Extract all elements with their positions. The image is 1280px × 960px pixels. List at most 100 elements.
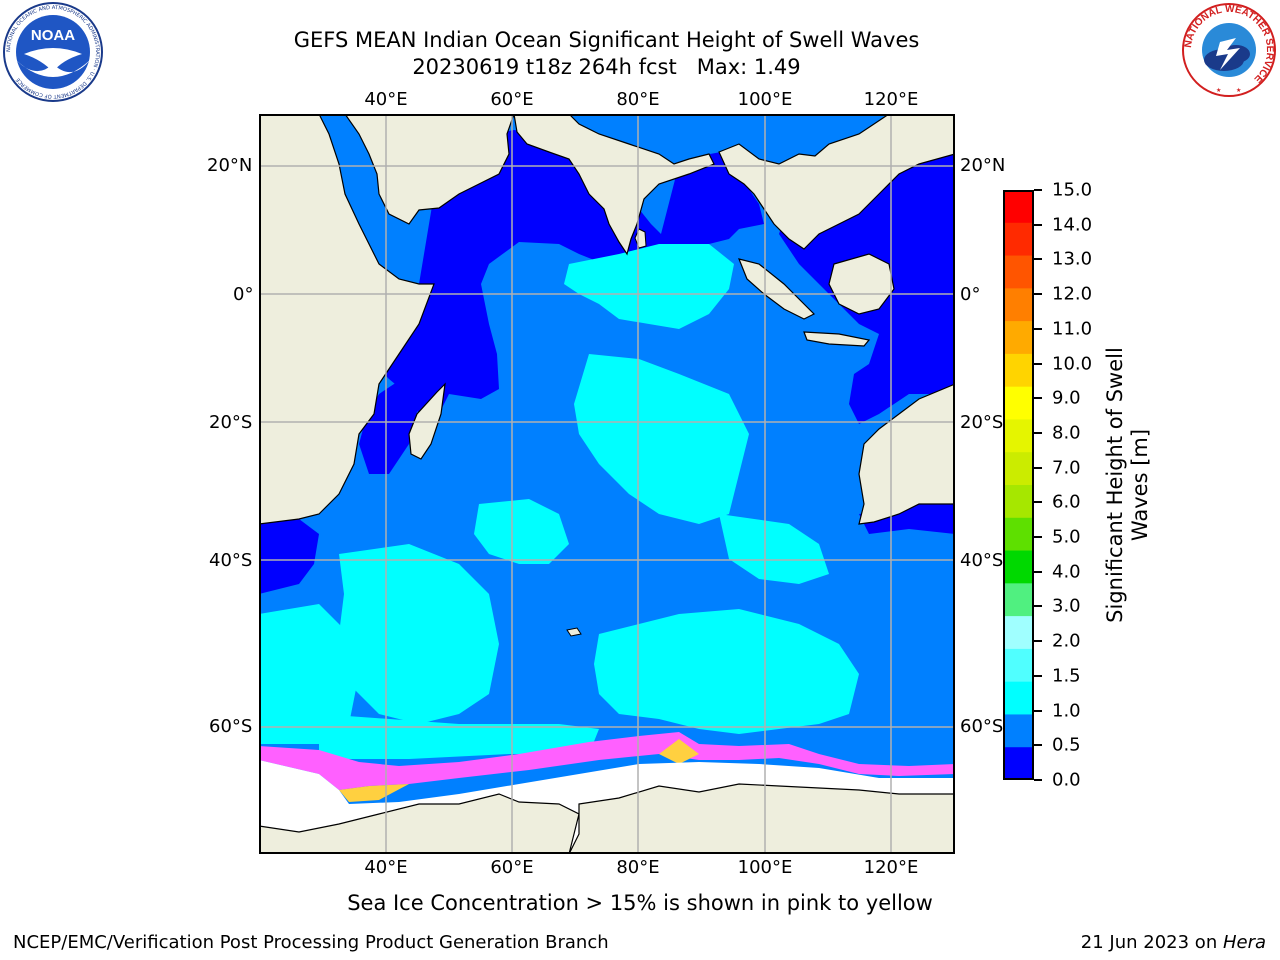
colorbar (1003, 190, 1034, 780)
lon-label-bottom: 80°E (616, 857, 660, 878)
colorbar-tick-label: 0.0 (1052, 769, 1081, 791)
colorbar-tick-label: 11.0 (1052, 318, 1093, 340)
lon-label-bottom: 120°E (863, 857, 919, 878)
lat-label-right: 60°S (960, 716, 1004, 737)
colorbar-segment (1003, 714, 1034, 748)
swell-band-1.0-1.5-mid (474, 499, 569, 564)
lat-label-left: 0° (233, 284, 254, 305)
colorbar-tick-mark (1034, 431, 1042, 434)
lat-label-left: 20°N (207, 155, 253, 176)
kerguelen-land (566, 627, 582, 637)
swell-band-1.0-1.5-equatorial (564, 244, 734, 329)
colorbar-segment (1003, 550, 1034, 584)
colorbar-tick-label: 1.0 (1052, 700, 1081, 722)
colorbar-tick-mark (1034, 327, 1042, 330)
colorbar-tick-label: 9.0 (1052, 387, 1081, 409)
lon-label-top: 40°E (364, 89, 408, 110)
colorbar-tick-mark (1034, 709, 1042, 712)
swell-band-0-0.5-moz (359, 374, 419, 474)
colorbar-tick-label: 3.0 (1052, 595, 1081, 617)
colorbar-segment (1003, 190, 1034, 224)
lat-label-left: 20°S (209, 412, 253, 433)
sea-ice-patch-yellow (659, 739, 699, 764)
sea-ice-edge-yellow (339, 784, 409, 802)
colorbar-segment (1003, 321, 1034, 355)
footer-date-text: 21 Jun 2023 on (1080, 932, 1223, 953)
swell-band-1.0-1.5-south (594, 609, 859, 734)
swell-band-1.0-1.5-far-west (259, 604, 359, 744)
colorbar-tick-mark (1034, 466, 1042, 469)
lon-label-top: 60°E (490, 89, 534, 110)
java-land (803, 331, 871, 347)
lon-label-bottom: 100°E (737, 857, 793, 878)
colorbar-segment (1003, 485, 1034, 519)
colorbar-tick-mark (1034, 744, 1042, 747)
lon-label-bottom: 60°E (490, 857, 534, 878)
colorbar-tick-label: 10.0 (1052, 353, 1093, 375)
svg-text:★: ★ (1216, 87, 1221, 94)
colorbar-tick-mark (1034, 640, 1042, 643)
se-asia-land (718, 114, 955, 250)
colorbar-tick-label: 7.0 (1052, 457, 1081, 479)
colorbar-tick-label: 0.5 (1052, 734, 1081, 756)
map-panel (259, 114, 955, 854)
colorbar-tick-label: 4.0 (1052, 561, 1081, 583)
colorbar-tick-mark (1034, 293, 1042, 296)
noaa-logo: NOAA NATIONAL OCEANIC AND ATMOSPHERIC AD… (3, 2, 103, 102)
colorbar-segment (1003, 648, 1034, 683)
colorbar-segment (1003, 386, 1034, 420)
colorbar-segment (1003, 353, 1034, 388)
lat-label-left: 60°S (209, 716, 253, 737)
map-frame (259, 114, 955, 854)
colorbar-tick-mark (1034, 605, 1042, 608)
lat-label-right: 0° (960, 284, 981, 305)
sea-ice-edge-pink (259, 732, 955, 790)
colorbar-segment (1003, 681, 1034, 715)
colorbar-tick-mark (1034, 570, 1042, 573)
india-land (513, 114, 715, 256)
colorbar-tick-mark (1034, 189, 1042, 191)
colorbar-tick-mark (1034, 397, 1042, 400)
sea-ice-caption: Sea Ice Concentration > 15% is shown in … (347, 891, 933, 915)
colorbar-tick-mark (1034, 223, 1042, 226)
chart-subtitle: 20230619 t18z 264h fcst Max: 1.49 (412, 55, 801, 79)
footer-credit: NCEP/EMC/Verification Post Processing Pr… (13, 932, 609, 953)
chart-title: GEFS MEAN Indian Ocean Significant Heigh… (293, 28, 920, 52)
swell-band-1.0-1.5-east-mid (719, 514, 829, 584)
colorbar-tick-mark (1034, 674, 1042, 677)
footer-machine: Hera (1222, 932, 1266, 953)
antarctica-west (259, 793, 580, 854)
lat-label-right: 20°S (960, 412, 1004, 433)
lon-label-top: 80°E (616, 89, 660, 110)
borneo-land (828, 253, 895, 315)
antarctica-east (568, 783, 955, 854)
swell-band-0-0.5-north (371, 130, 764, 414)
colorbar-frame (1003, 190, 1034, 780)
australia-land (858, 383, 955, 525)
colorbar-segment (1003, 452, 1034, 486)
colorbar-label-line1: Significant Height of Swell (1103, 347, 1127, 623)
svg-text:★: ★ (1236, 87, 1241, 94)
colorbar-label: Significant Height of Swell Waves [m] (1103, 335, 1153, 635)
lat-label-right: 40°S (960, 550, 1004, 571)
colorbar-tick-mark (1034, 536, 1042, 539)
swell-band-0-0.5-sw (259, 519, 319, 594)
graticule (259, 114, 955, 854)
colorbar-tick-label: 13.0 (1052, 248, 1093, 270)
colorbar-tick-mark (1034, 258, 1042, 261)
colorbar-segment (1003, 288, 1034, 322)
colorbar-tick-label: 1.5 (1052, 665, 1081, 687)
colorbar-tick-mark (1034, 501, 1042, 504)
colorbar-segment (1003, 255, 1034, 289)
colorbar-segment (1003, 222, 1034, 257)
noaa-logo-text: NOAA (31, 27, 75, 44)
colorbar-segment (1003, 747, 1034, 780)
lat-label-left: 40°S (209, 550, 253, 571)
lon-label-top: 100°E (737, 89, 793, 110)
swell-band-1.0-1.5-southern-ocean (319, 714, 599, 759)
lat-label-right: 20°N (960, 155, 1006, 176)
sumatra-land (738, 258, 816, 320)
colorbar-segment (1003, 583, 1034, 617)
colorbar-segment (1003, 517, 1034, 552)
colorbar-label-line2: Waves [m] (1128, 428, 1152, 542)
